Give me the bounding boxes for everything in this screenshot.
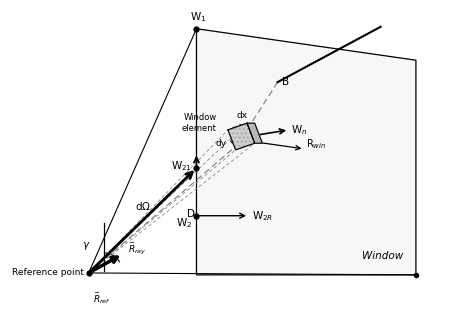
Polygon shape bbox=[247, 123, 262, 143]
Polygon shape bbox=[197, 29, 416, 275]
Text: R$_{win}$: R$_{win}$ bbox=[306, 137, 326, 151]
Text: W$_n$: W$_n$ bbox=[291, 123, 307, 137]
Text: D: D bbox=[187, 209, 195, 219]
Text: Window
element: Window element bbox=[182, 113, 216, 133]
Text: $\gamma$: $\gamma$ bbox=[82, 240, 91, 252]
Text: Reference point: Reference point bbox=[12, 268, 84, 277]
Text: B: B bbox=[282, 77, 289, 87]
Text: W$_1$: W$_1$ bbox=[190, 10, 207, 24]
Text: dx: dx bbox=[237, 111, 248, 120]
Text: W$_{21}$: W$_{21}$ bbox=[171, 159, 192, 173]
Text: d$\Omega$: d$\Omega$ bbox=[135, 200, 151, 212]
Text: Window: Window bbox=[362, 251, 403, 261]
Text: W$_2$: W$_2$ bbox=[176, 216, 192, 230]
Polygon shape bbox=[228, 123, 255, 150]
Text: $\vec{R}_{ray}$: $\vec{R}_{ray}$ bbox=[128, 241, 146, 257]
Text: $\vec{R}_{ref}$: $\vec{R}_{ref}$ bbox=[94, 290, 111, 306]
Text: dy: dy bbox=[216, 139, 227, 148]
Text: W$_{2R}$: W$_{2R}$ bbox=[252, 209, 273, 222]
